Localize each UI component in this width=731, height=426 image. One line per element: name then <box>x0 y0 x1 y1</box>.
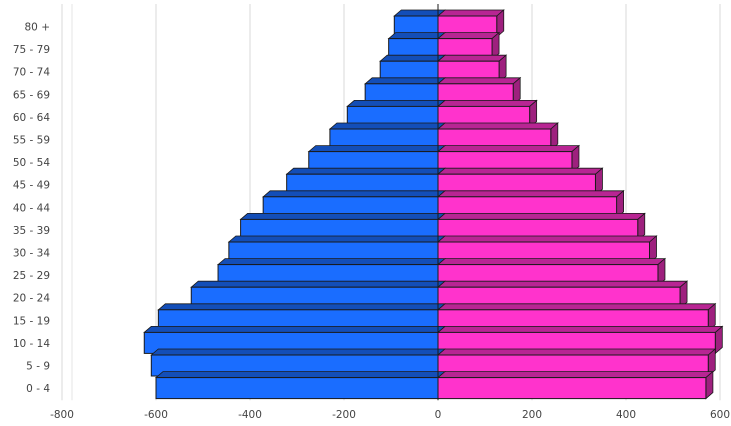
bar-top-face <box>387 32 447 39</box>
category-label: 5 - 9 <box>26 361 50 373</box>
x-tick-labels: -800 -600 -400 -200 0 200 400 600 <box>50 409 730 421</box>
category-label: 55 - 59 <box>13 135 50 147</box>
bar-top-face <box>154 371 447 379</box>
bar-top-face <box>436 348 717 356</box>
bar-top-face <box>285 167 447 175</box>
bar-top-face <box>436 190 625 198</box>
x-tick-label: -600 <box>144 409 168 421</box>
category-label: 60 - 64 <box>13 112 51 124</box>
bar-top-face <box>262 190 447 198</box>
bar-top-face <box>436 235 658 243</box>
bar-top-face <box>436 371 714 379</box>
bar-top-face <box>157 303 447 311</box>
bar-top-face <box>436 167 604 175</box>
x-tick-label: 400 <box>616 409 636 421</box>
bar-top-face <box>190 280 447 288</box>
x-tick-label: -800 <box>50 409 74 421</box>
bar-top-face <box>379 54 447 62</box>
bar-right <box>437 377 707 400</box>
bar-top-face <box>346 100 447 107</box>
bar-top-face <box>436 258 667 266</box>
x-tick-label: 600 <box>710 409 730 421</box>
category-label: 30 - 34 <box>13 248 51 260</box>
bar-top-face <box>436 32 501 39</box>
category-label: 65 - 69 <box>13 89 50 101</box>
category-label: 70 - 74 <box>13 67 51 79</box>
bar-top-face <box>307 145 447 153</box>
category-label: 20 - 24 <box>13 293 51 305</box>
category-label: 25 - 29 <box>13 270 50 282</box>
bar-top-face <box>436 325 724 333</box>
bar-top-face <box>216 258 447 266</box>
bar-left <box>155 377 439 400</box>
bar-top-face <box>328 122 447 130</box>
bar-top-face <box>436 212 646 220</box>
category-label: 45 - 49 <box>13 180 50 192</box>
x-tick-label: -400 <box>238 409 262 421</box>
category-label: 35 - 39 <box>13 225 50 237</box>
bar-top-face <box>436 280 689 288</box>
category-label: 80 + <box>25 22 51 34</box>
category-label: 40 - 44 <box>13 202 51 214</box>
bar-top-face <box>436 54 508 62</box>
x-tick-label: 200 <box>522 409 542 421</box>
bar-top-face <box>227 235 447 243</box>
category-label: 50 - 54 <box>13 157 51 169</box>
bar-top-face <box>436 9 505 17</box>
bar-top-face <box>436 122 559 130</box>
x-tick-label: 0 <box>435 409 442 421</box>
bar-top-face <box>150 348 447 356</box>
bar-top-face <box>436 303 717 311</box>
category-labels: 80 + 75 - 79 70 - 74 65 - 69 60 - 64 55 - 59 5… <box>13 22 51 396</box>
x-tick-label: -200 <box>332 409 356 421</box>
bar-top-face <box>239 212 447 220</box>
bar-top-face <box>364 77 447 85</box>
bar-top-face <box>436 77 522 85</box>
category-label: 0 - 4 <box>26 383 50 395</box>
bar-top-face <box>436 145 581 153</box>
bar-top-face <box>143 325 447 333</box>
bar-top-face <box>393 9 447 17</box>
category-label: 15 - 19 <box>13 315 50 327</box>
category-label: 10 - 14 <box>13 338 51 350</box>
bars <box>143 4 724 401</box>
category-label: 75 - 79 <box>13 44 50 56</box>
bar-top-face <box>436 100 538 107</box>
